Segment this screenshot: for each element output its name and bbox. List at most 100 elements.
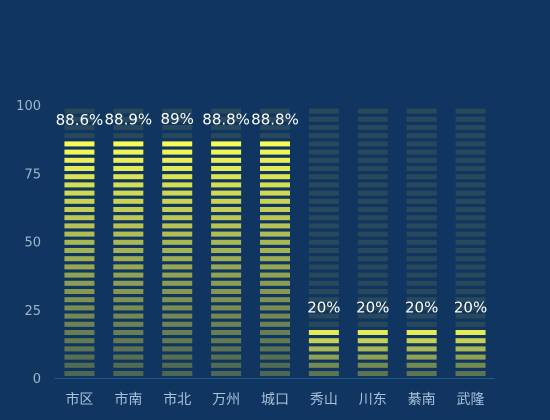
bar-segment	[260, 346, 290, 352]
x-tick-label: 秀山	[310, 392, 338, 408]
track-segment	[357, 125, 388, 130]
bar-segment	[260, 215, 290, 221]
bar-segment	[211, 215, 242, 221]
bar-segment	[211, 157, 242, 163]
bar-segment	[64, 239, 95, 245]
bar-segment	[260, 223, 290, 229]
track-segment	[406, 305, 437, 311]
bar-segment	[260, 190, 290, 196]
track-segment	[162, 108, 193, 114]
data-label: 88.9%	[105, 110, 153, 128]
bar-segment	[162, 190, 193, 196]
bar-segment	[162, 141, 193, 147]
track-segment	[455, 174, 486, 180]
bar-segment	[113, 346, 144, 352]
bar-segment	[211, 321, 242, 327]
bar-segment	[455, 330, 486, 335]
bar-segment	[455, 371, 486, 376]
bar-segment	[162, 371, 193, 376]
x-tick-label: 市南	[114, 391, 142, 408]
bar-segment	[113, 239, 144, 245]
track-segment	[455, 272, 486, 278]
bar-segment	[211, 330, 242, 335]
track-segment	[260, 108, 290, 114]
track-segment	[308, 297, 339, 303]
bar-segment	[211, 354, 242, 360]
bar-segment	[308, 346, 339, 352]
bar-segment	[308, 330, 339, 335]
bar-segment	[113, 223, 144, 229]
track-segment	[308, 231, 339, 237]
bar-segment	[260, 321, 290, 327]
track-segment	[357, 149, 388, 155]
track-segment	[162, 133, 193, 139]
track-segment	[308, 239, 339, 245]
bar-segment	[211, 297, 242, 303]
track-segment	[357, 248, 388, 253]
bar-segment	[162, 166, 193, 171]
bar-segment	[211, 264, 242, 270]
bar-segment	[260, 264, 290, 270]
bar-segment	[357, 371, 388, 376]
data-label: 89%	[161, 110, 194, 128]
bar-segment	[113, 313, 144, 319]
bar-segment	[64, 280, 95, 286]
track-segment	[455, 133, 486, 139]
bar-segment	[260, 231, 290, 237]
bar-segment	[113, 321, 144, 327]
track-segment	[357, 231, 388, 237]
bar-segment	[64, 264, 95, 270]
bar-segment	[113, 207, 144, 212]
bar-segment	[162, 264, 193, 270]
bar-segment	[113, 248, 144, 253]
x-tick-label: 綦南	[408, 392, 436, 408]
bar-segment	[162, 239, 193, 245]
bar-segment	[162, 248, 193, 253]
bar-segment	[260, 313, 290, 319]
track-segment	[406, 198, 437, 204]
track-segment	[406, 256, 437, 262]
track-segment	[406, 231, 437, 237]
bar-segment	[308, 371, 339, 376]
track-segment	[357, 174, 388, 180]
bar-segment	[162, 362, 193, 368]
bar-segment	[64, 338, 95, 344]
track-segment	[308, 149, 339, 155]
track-segment	[308, 215, 339, 221]
bar-segment	[113, 157, 144, 163]
bar-segment	[64, 231, 95, 237]
bar-segment	[64, 223, 95, 229]
bar-segment	[64, 157, 95, 163]
bar-segment	[113, 231, 144, 237]
bar-segment	[260, 338, 290, 344]
y-tick-label: 50	[24, 236, 41, 251]
bar-segment	[64, 289, 95, 294]
bar-segment	[113, 371, 144, 376]
bar-segment	[260, 362, 290, 368]
bar-segment	[211, 256, 242, 262]
bar-segment	[162, 157, 193, 163]
bar-segment	[64, 141, 95, 147]
bar-segment	[64, 198, 95, 204]
track-segment	[455, 313, 486, 319]
track-segment	[455, 190, 486, 196]
track-segment	[357, 297, 388, 303]
bar-segment	[64, 362, 95, 368]
track-segment	[308, 125, 339, 130]
track-segment	[406, 166, 437, 171]
bar-segment	[211, 149, 242, 155]
bar-segment	[455, 362, 486, 368]
track-segment	[357, 215, 388, 221]
track-segment	[455, 166, 486, 171]
bar-segment	[455, 346, 486, 352]
track-segment	[211, 125, 242, 130]
track-segment	[308, 305, 339, 311]
bar-segment	[162, 280, 193, 286]
bar-segment	[113, 330, 144, 335]
bar-segment	[260, 174, 290, 180]
bar-segment	[406, 354, 437, 360]
track-segment	[113, 125, 144, 130]
track-segment	[406, 190, 437, 196]
data-label: 88.8%	[202, 111, 250, 129]
track-segment	[308, 223, 339, 229]
